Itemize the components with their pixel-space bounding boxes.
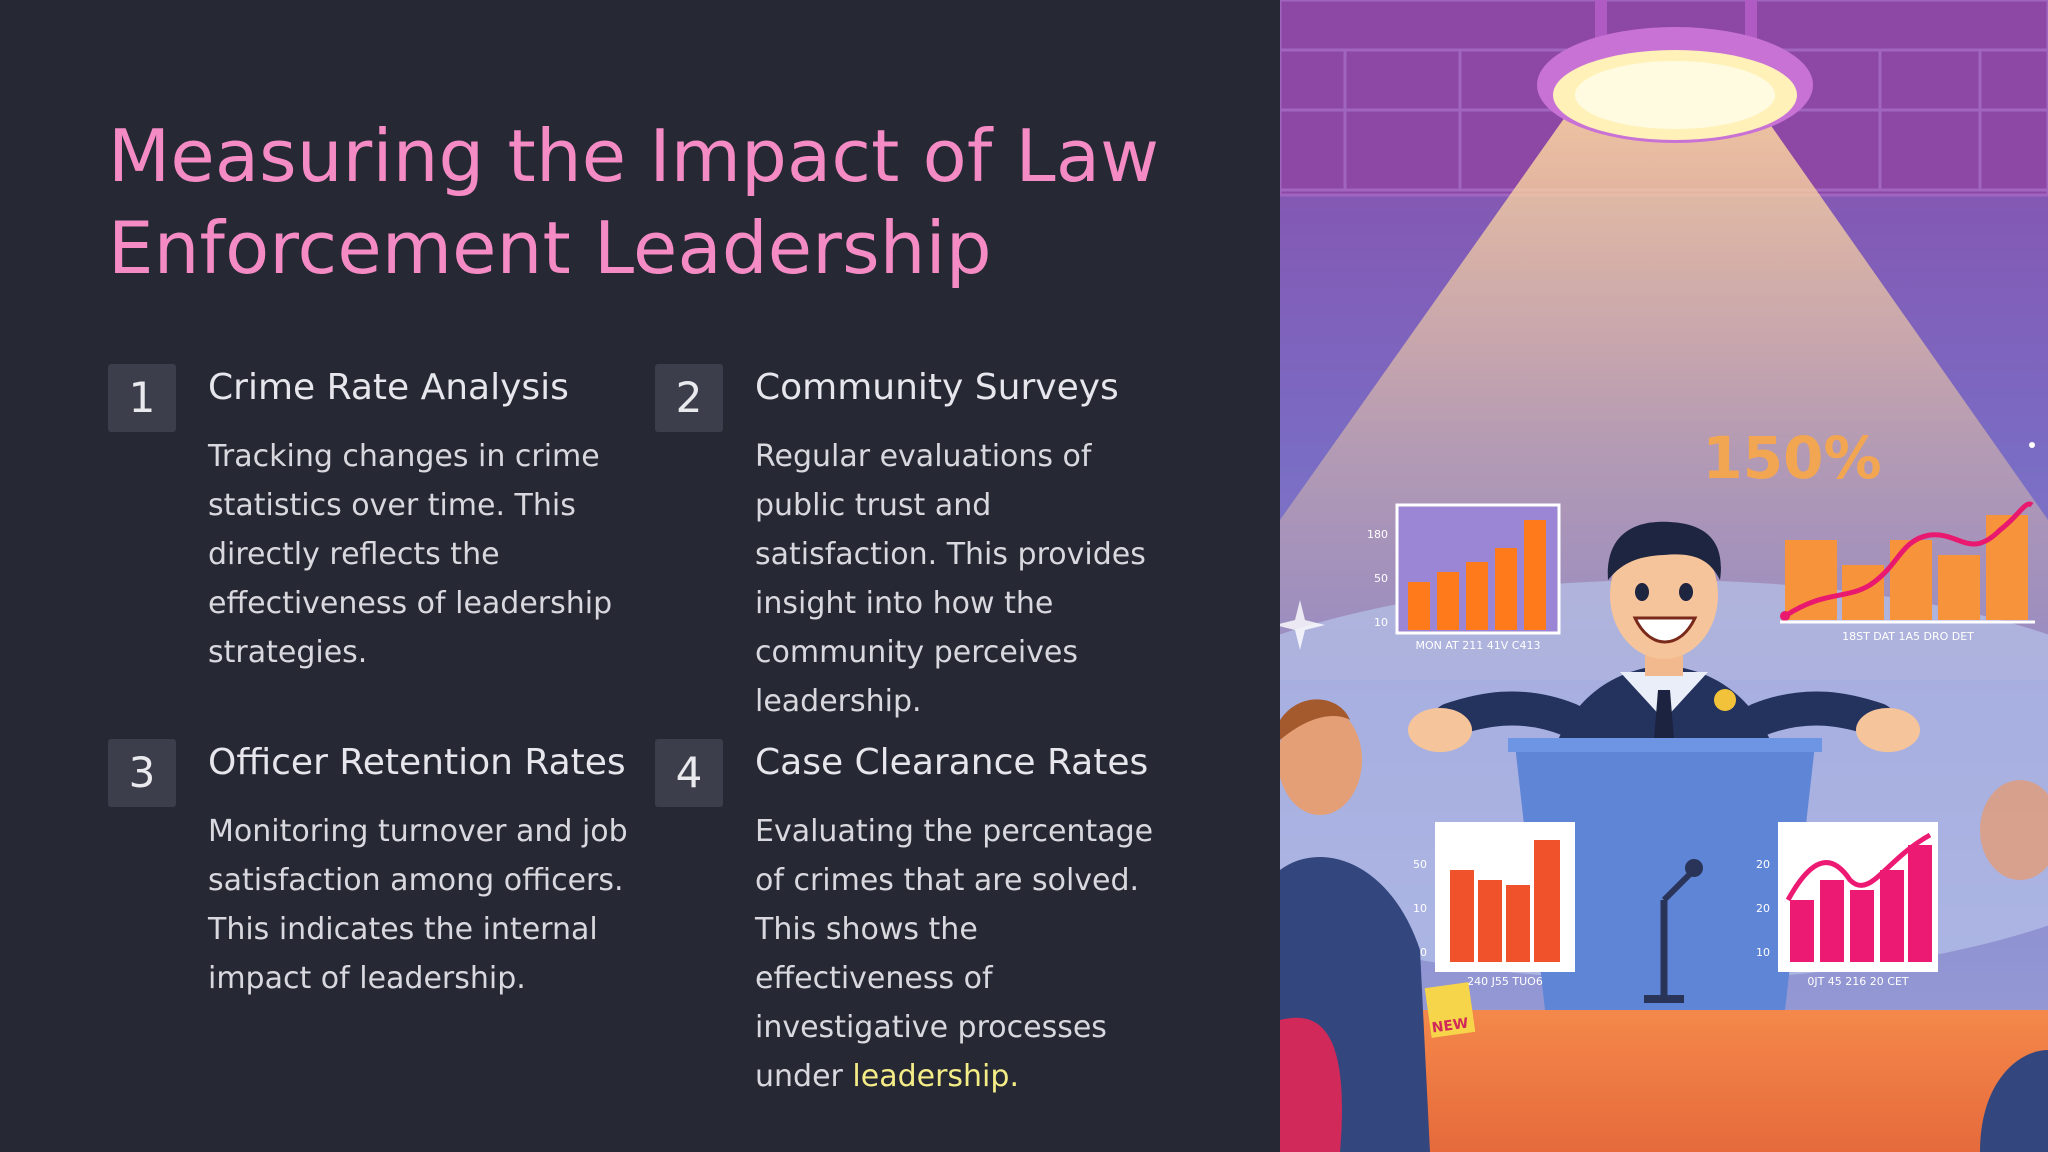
item-description: Tracking changes in crime statistics ove…	[208, 439, 613, 670]
chart-bottom-left: 50 10 20 240 J55 TUO6	[1413, 822, 1575, 988]
illustration-panel: 150% 180 50 10 MON AT 211 41V C413 18ST …	[1280, 0, 2048, 1152]
svg-text:10: 10	[1756, 946, 1770, 959]
chart-top-left: 180 50 10 MON AT 211 41V C413	[1367, 503, 1561, 652]
svg-text:18ST DAT 1A5 DRO DET: 18ST DAT 1A5 DRO DET	[1842, 630, 1974, 643]
item-number-badge: 2	[655, 364, 723, 432]
content-panel: Measuring the Impact of Law Enforcement …	[108, 114, 1175, 1101]
item-description-highlight: leadership.	[852, 1059, 1019, 1094]
item-description: Regular evaluations of public trust and …	[755, 439, 1146, 719]
item-title: Crime Rate Analysis	[208, 367, 569, 408]
svg-text:MON AT 211 41V C413: MON AT 211 41V C413	[1416, 639, 1541, 652]
item-title: Officer Retention Rates	[208, 742, 626, 783]
audience-left: NEW	[1280, 699, 1476, 1152]
conference-table	[1280, 1010, 2048, 1152]
item-number-badge: 3	[108, 739, 176, 807]
item-title: Community Surveys	[755, 367, 1119, 408]
svg-text:10: 10	[1374, 616, 1388, 629]
item-description: Monitoring turnover and job satisfaction…	[208, 814, 628, 996]
new-badge-text: NEW	[1431, 1016, 1470, 1037]
item-description-text: Evaluating the percentage of crimes that…	[755, 814, 1154, 1094]
police-leader-illustration: 150% 180 50 10 MON AT 211 41V C413 18ST …	[1280, 0, 2048, 1152]
item-title: Case Clearance Rates	[755, 742, 1149, 783]
svg-text:50: 50	[1374, 572, 1388, 585]
svg-text:20: 20	[1756, 858, 1770, 871]
svg-text:180: 180	[1367, 528, 1388, 541]
chart-bottom-right: 20 20 10 0JT 45 216 20 CET	[1756, 822, 1938, 988]
podium	[1508, 738, 1822, 1010]
officer-figure	[1408, 521, 1920, 760]
svg-text:10: 10	[1413, 902, 1427, 915]
svg-text:240 J55 TUO6: 240 J55 TUO6	[1467, 975, 1543, 988]
svg-text:50: 50	[1413, 858, 1427, 871]
microphone-icon	[1685, 859, 1703, 877]
item-number-badge: 4	[655, 739, 723, 807]
svg-text:0JT 45 216 20 CET: 0JT 45 216 20 CET	[1807, 975, 1909, 988]
slide-title: Measuring the Impact of Law Enforcement …	[108, 114, 1160, 290]
svg-text:20: 20	[1756, 902, 1770, 915]
big-stat-text: 150%	[1702, 424, 1881, 492]
item-description: Evaluating the percentage of crimes that…	[755, 807, 1175, 1101]
audience-right	[1980, 780, 2048, 1152]
chart-top-right: 18ST DAT 1A5 DRO DET	[1780, 501, 2035, 643]
item-number-badge: 1	[108, 364, 176, 432]
